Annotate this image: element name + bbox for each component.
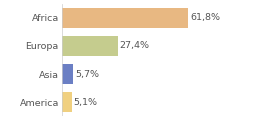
Text: 27,4%: 27,4% [120, 41, 150, 50]
Text: 5,1%: 5,1% [74, 98, 98, 107]
Text: 61,8%: 61,8% [190, 13, 220, 22]
Bar [62, 64, 73, 84]
Bar [62, 92, 72, 112]
Text: 5,7%: 5,7% [75, 70, 99, 79]
Bar [62, 8, 188, 28]
Bar [62, 36, 118, 56]
